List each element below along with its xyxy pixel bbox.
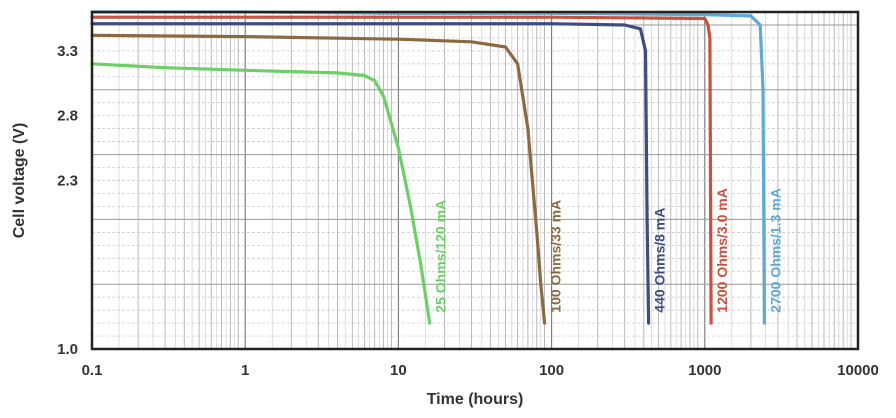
series-line (90, 62, 432, 325)
series-line (90, 22, 651, 325)
series-label: 100 Ohms/33 mA (548, 200, 564, 313)
y-tick-label: 2.3 (57, 173, 78, 190)
series-label: 2700 Ohms/1.3 mA (767, 188, 783, 313)
series-label: 440 Ohms/8 mA (652, 208, 668, 313)
y-tick-label: 1.0 (57, 341, 78, 358)
x-tick-label: 1 (241, 362, 249, 379)
x-tick-label: 1000 (688, 362, 721, 379)
x-tick-label: 0.1 (82, 362, 103, 379)
grid (91, 11, 858, 350)
x-axis-label: Time (hours) (427, 391, 524, 408)
series-label: 1200 Ohms/3.0 mA (714, 188, 730, 313)
series-line (90, 15, 713, 325)
series-labels: 25 Ohms/120 mA 100 Ohms/33 mA 440 Ohms/8 m… (433, 188, 784, 313)
y-tick-label: 3.3 (57, 43, 78, 60)
x-tick-label: 100 (539, 362, 564, 379)
y-axis-label: Cell voltage (V) (11, 123, 28, 239)
series-line (90, 33, 547, 325)
tick-labels: 0.1 1 10 100 1000 10000 1.0 2.3 2.8 3.3 (57, 43, 879, 379)
x-tick-label: 10 (390, 362, 407, 379)
series-label: 25 Ohms/120 mA (433, 200, 449, 313)
plot-frame (90, 10, 860, 351)
x-tick-label: 10000 (837, 362, 879, 379)
y-tick-label: 2.8 (57, 108, 78, 125)
